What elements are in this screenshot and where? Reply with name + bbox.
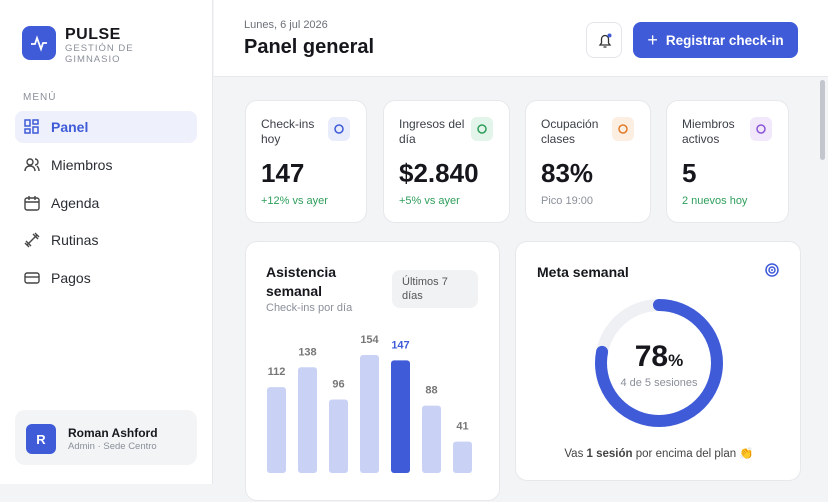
- goal-percent: 78%: [516, 340, 802, 374]
- value-label: 41: [456, 421, 468, 433]
- button-text: Registrar check-in: [665, 32, 784, 48]
- goal-card: Meta semanal 78% 4 de 5 sesiones Vas 1 s…: [515, 241, 801, 481]
- percent-value: 78: [634, 340, 669, 373]
- nav-text: Miembros: [51, 157, 113, 173]
- nav-text: Pagos: [51, 270, 91, 286]
- bar: [422, 405, 441, 473]
- nav-item[interactable]: Agenda: [15, 187, 197, 219]
- stat-icon: [328, 117, 350, 141]
- bar: [360, 355, 379, 473]
- menu-label: MENÚ: [23, 92, 57, 103]
- stat-value: $2.840: [399, 158, 479, 188]
- goal-message: Vas 1 sesión por encima del plan 👏: [516, 446, 802, 460]
- nav-item[interactable]: Pagos: [15, 262, 197, 294]
- stat-label: Ingresos del día: [399, 117, 465, 146]
- value-label: 154: [360, 334, 379, 346]
- bar: [391, 360, 410, 473]
- bar: [298, 367, 317, 473]
- percent-unit: %: [668, 351, 684, 370]
- nav-text: Rutinas: [51, 232, 99, 248]
- bar: [267, 387, 286, 473]
- value-label: 112: [268, 366, 286, 378]
- nav-item[interactable]: Rutinas: [15, 224, 197, 256]
- stat-note: Pico 19:00: [541, 195, 593, 207]
- page-title: Panel general: [244, 36, 375, 58]
- stat-label: Check-ins hoy: [261, 117, 315, 146]
- stat-label: Ocupación clases: [541, 117, 599, 146]
- stat-icon: [750, 117, 772, 141]
- value-label: 138: [298, 346, 316, 358]
- stat-card: Ingresos del día $2.840 +5% vs ayer: [383, 100, 510, 223]
- stat-note: 2 nuevos hoy: [682, 195, 748, 207]
- range-filter[interactable]: Últimos 7 días: [392, 270, 478, 308]
- date: Lunes, 6 jul 2026: [244, 19, 328, 31]
- nav-text: Panel: [51, 119, 89, 135]
- user-name: Roman Ashford: [68, 426, 158, 440]
- bar: [453, 441, 472, 473]
- stat-label: Miembros activos: [682, 117, 735, 146]
- card-title: Asistencia semanal: [266, 264, 337, 299]
- attendance-card: Asistencia semanal Check-ins por día Últ…: [245, 241, 500, 501]
- stat-value: 5: [682, 158, 697, 188]
- value-label: 96: [332, 378, 344, 390]
- goal-detail: 4 de 5 sesiones: [620, 377, 698, 389]
- progress-ring: [595, 299, 723, 427]
- stat-icon: [471, 117, 493, 141]
- stat-card: Ocupación clases 83% Pico 19:00: [525, 100, 651, 223]
- scrollbar[interactable]: [820, 80, 825, 160]
- bar-chart: 112 138 96 154 147 88 41: [267, 334, 472, 473]
- ring-progress: [595, 299, 723, 427]
- value-label: 88: [425, 385, 437, 397]
- message-highlight: 1 sesión: [586, 448, 633, 460]
- user-card[interactable]: R Roman Ashford Admin · Sede Centro: [15, 410, 197, 465]
- stat-value: 83%: [541, 158, 594, 188]
- nav-item[interactable]: Panel: [15, 111, 197, 143]
- message-text: por encima del plan 👏: [632, 448, 754, 460]
- stat-icon: [612, 117, 634, 141]
- card-subtitle: Check-ins por día: [266, 302, 353, 314]
- card-title: Meta semanal: [537, 264, 629, 280]
- target-icon: [765, 263, 779, 277]
- stat-card: Miembros activos 5 2 nuevos hoy: [666, 100, 789, 223]
- avatar: R: [26, 424, 56, 454]
- stat-card: Check-ins hoy 147 +12% vs ayer: [245, 100, 367, 223]
- brand: PULSE: [65, 26, 121, 43]
- stat-note: +5% vs ayer: [399, 195, 460, 207]
- nav-text: Agenda: [51, 195, 100, 211]
- stat-note: +12% vs ayer: [261, 195, 328, 207]
- nav-item[interactable]: Miembros: [15, 149, 197, 181]
- checkin-button[interactable]: + Registrar check-in: [633, 22, 798, 58]
- notifications[interactable]: [586, 22, 622, 58]
- header: Lunes, 6 jul 2026 Panel general + Registr…: [214, 0, 828, 77]
- logo: [22, 26, 56, 60]
- tagline: GESTIÓN DE GIMNASIO: [65, 43, 134, 65]
- message-text: Vas: [564, 448, 587, 460]
- bar: [329, 399, 348, 473]
- value-label: 147: [391, 339, 409, 351]
- user-role: Admin · Sede Centro: [68, 441, 157, 452]
- stat-value: 147: [261, 158, 305, 188]
- sidebar: PULSE GESTIÓN DE GIMNASIO MENÚ Panel Mie…: [0, 0, 213, 484]
